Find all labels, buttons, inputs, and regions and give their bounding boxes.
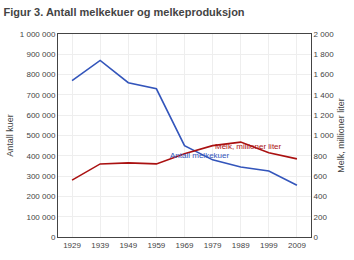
svg-text:600 000: 600 000 (26, 111, 55, 120)
svg-text:2009: 2009 (288, 241, 306, 250)
svg-text:0: 0 (51, 233, 56, 242)
svg-text:1 000 000: 1 000 000 (20, 30, 56, 39)
svg-text:200: 200 (314, 213, 328, 222)
svg-text:Antall melkekuer: Antall melkekuer (170, 151, 229, 160)
svg-text:1 400: 1 400 (314, 91, 335, 100)
svg-text:2 000: 2 000 (314, 30, 335, 39)
svg-text:1 800: 1 800 (314, 50, 335, 59)
svg-text:100 000: 100 000 (26, 213, 55, 222)
svg-text:1 600: 1 600 (314, 70, 335, 79)
svg-text:1969: 1969 (176, 241, 194, 250)
svg-text:1959: 1959 (147, 241, 165, 250)
svg-text:Antall kuer: Antall kuer (5, 114, 15, 157)
svg-text:1 000: 1 000 (314, 131, 335, 140)
svg-text:1939: 1939 (91, 241, 109, 250)
svg-text:900 000: 900 000 (26, 50, 55, 59)
svg-text:500 000: 500 000 (26, 131, 55, 140)
svg-text:1989: 1989 (232, 241, 250, 250)
svg-text:600: 600 (314, 172, 328, 181)
svg-text:1949: 1949 (119, 241, 137, 250)
svg-text:0: 0 (314, 233, 319, 242)
svg-text:Figur 3. Antall melkekuer og m: Figur 3. Antall melkekuer og melkeproduk… (4, 6, 245, 18)
svg-text:Melk, millioner liter: Melk, millioner liter (336, 98, 346, 173)
svg-text:700 000: 700 000 (26, 91, 55, 100)
svg-text:1 200: 1 200 (314, 111, 335, 120)
svg-text:300 000: 300 000 (26, 172, 55, 181)
svg-text:1979: 1979 (204, 241, 222, 250)
svg-text:Melk, millioner liter: Melk, millioner liter (215, 142, 282, 151)
svg-text:800: 800 (314, 152, 328, 161)
svg-text:800 000: 800 000 (26, 70, 55, 79)
svg-text:400: 400 (314, 192, 328, 201)
svg-text:400 000: 400 000 (26, 152, 55, 161)
svg-text:1999: 1999 (260, 241, 278, 250)
svg-text:200 000: 200 000 (26, 192, 55, 201)
svg-text:1929: 1929 (63, 241, 81, 250)
